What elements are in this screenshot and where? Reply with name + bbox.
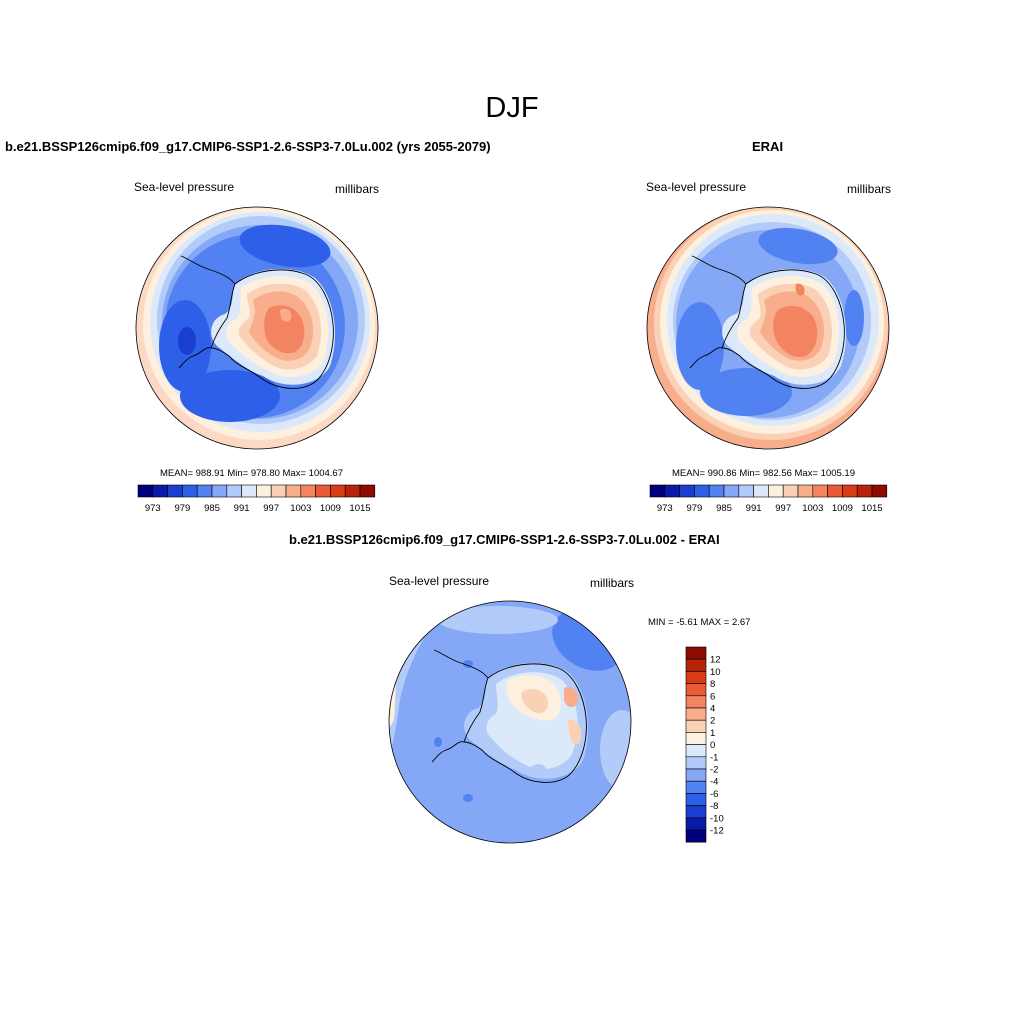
panel2-colorbar-swatch (694, 484, 710, 498)
panel1-colorbar-swatch (241, 484, 257, 498)
panel1-colorbar-swatch (300, 484, 316, 498)
panel1-colorbar-swatch (344, 484, 361, 498)
panel3-colorbar-tick-label: 0 (710, 740, 715, 751)
panel1-colorbar-tick-label: 1003 (290, 503, 311, 514)
panel1-colorbar-tick-label: 985 (204, 503, 220, 514)
panel1-units-label: millibars (335, 182, 380, 196)
panel1-colorbar-swatch (359, 484, 376, 498)
panel2-colorbar-tick-label: 997 (775, 503, 791, 514)
panel1-colorbar-swatch (182, 484, 198, 498)
panel1-colorbar-swatch (211, 484, 228, 498)
panel1-colorbar-tick-label: 973 (145, 503, 161, 514)
panel3-colorbar-tick-label: -6 (710, 789, 718, 800)
panel3-colorbar-swatch (685, 817, 707, 831)
panel2-colorbar-tick-label: 973 (657, 503, 673, 514)
panel1-colorbar-swatch (167, 484, 183, 498)
panel3-colorbar-swatch (685, 707, 707, 721)
panel1-colorbar-swatch (196, 484, 213, 498)
panel3-title: b.e21.BSSP126cmip6.f09_g17.CMIP6-SSP1-2.… (289, 532, 720, 547)
panel2-colorbar-tick-label: 1009 (832, 503, 853, 514)
panel3-colorbar-swatch (685, 793, 707, 806)
panel1-title: b.e21.BSSP126cmip6.f09_g17.CMIP6-SSP1-2.… (5, 139, 491, 154)
panel2-colorbar-swatch (664, 484, 680, 498)
panel1-colorbar-swatch (315, 484, 331, 498)
panel2-colorbar-tick-label: 979 (686, 503, 702, 514)
panel2-colorbar-swatch (768, 484, 784, 498)
panel2-variable-label: Sea-level pressure (646, 180, 747, 194)
panel2-colorbar-swatch (679, 484, 695, 498)
panel3-colorbar-tick-label: 12 (710, 655, 721, 666)
panel2-title: ERAI (752, 139, 784, 154)
panel2-colorbar-swatch (797, 484, 814, 498)
figure-title: DJF (485, 92, 539, 124)
panel2-colorbar-swatch (708, 484, 725, 498)
panel1-colorbar-tick-label: 997 (263, 503, 279, 514)
panel3-colorbar-tick-label: -1 (710, 752, 718, 763)
panel2-colorbar-swatch (871, 484, 888, 498)
panel1-colorbar-swatch (152, 484, 168, 498)
panel2-colorbar-swatch (649, 484, 666, 498)
panel2-colorbar-tick-label: 991 (746, 503, 762, 514)
panel2-stats: MEAN= 990.86 Min= 982.56 Max= 1005.19 (672, 468, 855, 479)
panel3-colorbar-tick-label: -2 (710, 765, 718, 776)
panel3-colorbar-swatch (685, 780, 707, 794)
panel2-colorbar-swatch (856, 484, 873, 498)
panel3-colorbar-tick-label: -8 (710, 801, 718, 812)
panel3-map (388, 600, 632, 844)
panel3-colorbar-tick-label: -12 (710, 826, 724, 837)
panel3-colorbar-tick-label: 4 (710, 704, 715, 715)
panel1-variable-label: Sea-level pressure (134, 180, 235, 194)
panel3-colorbar-swatch (685, 658, 707, 672)
panel2-colorbar-tick-label: 985 (716, 503, 732, 514)
panel3-colorbar-swatch (685, 671, 707, 684)
panel2-colorbar-swatch (827, 484, 843, 498)
panel1-colorbar-tick-label: 1015 (349, 503, 370, 514)
panel2-units-label: millibars (847, 182, 892, 196)
panel3-colorbar-swatch (685, 768, 707, 782)
panel2-map (646, 206, 890, 450)
panel1-stats: MEAN= 988.91 Min= 978.80 Max= 1004.67 (160, 468, 343, 479)
panel3-colorbar-swatch (685, 805, 707, 819)
panel3-colorbar-swatch (685, 719, 707, 733)
panel3-variable-label: Sea-level pressure (389, 574, 490, 588)
panel3-colorbar-swatch (685, 695, 707, 709)
panel2-colorbar-swatch (842, 484, 858, 498)
panel3-colorbar-swatch (685, 683, 707, 697)
panel3-units-label: millibars (590, 576, 635, 590)
panel1-colorbar-tick-label: 1009 (320, 503, 341, 514)
panel1-colorbar-tick-label: 979 (174, 503, 190, 514)
panel2-colorbar-swatch (812, 484, 828, 498)
panel1-colorbar-swatch (256, 484, 272, 498)
panel2-colorbar-swatch (723, 484, 740, 498)
panel2-colorbar-tick-label: 1003 (802, 503, 823, 514)
panel3-colorbar-tick-label: 8 (710, 679, 715, 690)
panel2-colorbar: 973 979 985 991 997 1003 1009 1015 (649, 484, 888, 514)
panel2-colorbar-tick-label: 1015 (861, 503, 882, 514)
panel3-colorbar-swatch (685, 732, 707, 745)
panel1-map (135, 206, 379, 450)
panel2-colorbar-swatch (753, 484, 769, 498)
panel3-colorbar-swatch (685, 756, 707, 770)
panel1-colorbar-swatch (226, 484, 242, 498)
panel3-colorbar-tick-label: 6 (710, 691, 715, 702)
panel1-colorbar-swatch (270, 484, 287, 498)
panel1-colorbar-tick-label: 991 (234, 503, 250, 514)
panel3-colorbar-tick-label: 1 (710, 728, 715, 739)
panel3-colorbar-tick-label: -4 (710, 777, 718, 788)
panel3-colorbar-tick-label: 2 (710, 716, 715, 727)
panel1-colorbar-swatch (285, 484, 302, 498)
panel3-colorbar-swatch (685, 829, 707, 843)
panel3-stats: MIN = -5.61 MAX = 2.67 (648, 617, 751, 628)
panel1-colorbar-swatch (330, 484, 346, 498)
panel1-colorbar: 973 979 985 991 997 1003 1009 1015 (137, 484, 376, 514)
panel2-colorbar-swatch (782, 484, 799, 498)
panel1-colorbar-swatch (137, 484, 154, 498)
panel3-colorbar-swatch (685, 744, 707, 758)
panel3-colorbar-tick-label: -10 (710, 813, 724, 824)
panel3-colorbar-swatch (685, 646, 707, 660)
panel3-colorbar-tick-label: 10 (710, 667, 721, 678)
panel2-colorbar-swatch (738, 484, 754, 498)
